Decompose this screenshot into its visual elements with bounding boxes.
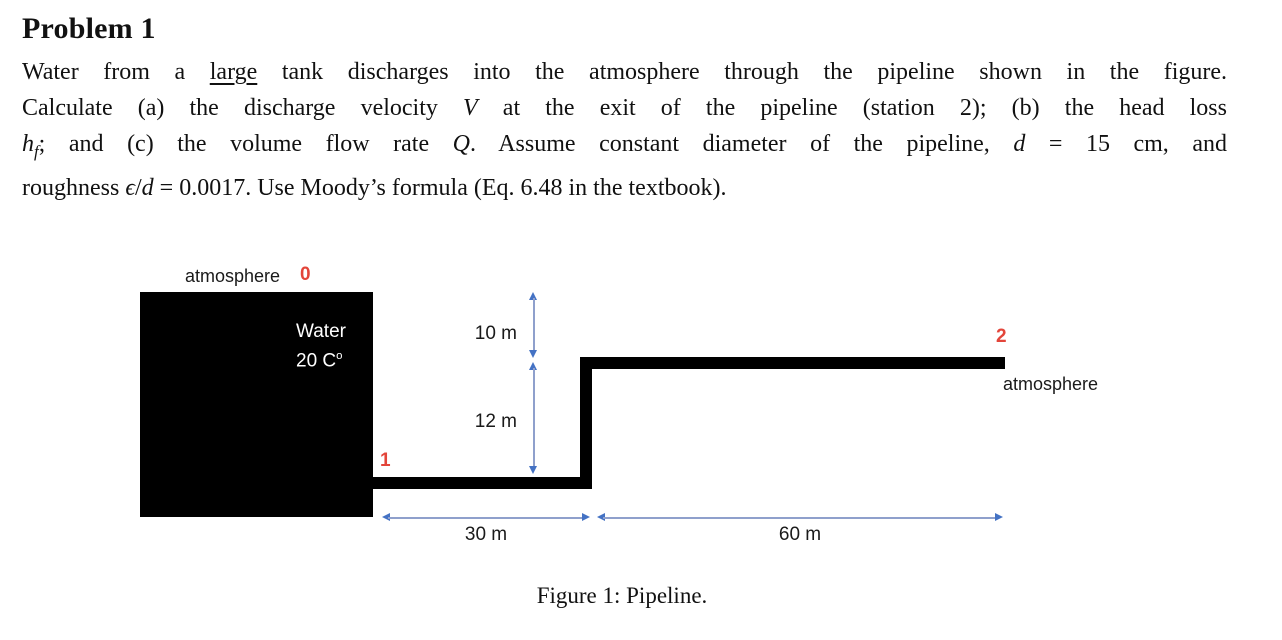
arrowhead-right-icon [582,513,590,521]
arrowhead-down-icon [529,350,537,358]
problem-line: Water from a large tank discharges into … [22,59,1227,85]
problem-statement: Problem 1 Water from a large tank discha… [22,12,1227,206]
water-temperature-label: 20 Co [296,350,343,372]
arrowhead-up-icon [529,362,537,370]
exit-atmosphere-label: atmosphere [1003,374,1099,394]
problem-line: hf; and (c) the volume flow rate Q. Assu… [22,131,1227,161]
figure-caption: Figure 1: Pipeline. [536,583,708,608]
problem-line: roughness ϵ/d = 0.0017. Use Moody’s form… [22,174,727,201]
pipe-vertical-riser [580,357,592,489]
dimension-label-12m: 12 m [474,411,517,432]
pipe-lower-horizontal [373,477,592,489]
dimension-line [603,516,997,519]
dimension-arrow-30m [382,513,590,522]
dimension-line [388,516,584,519]
arrowhead-left-icon [382,513,390,521]
problem-line: Calculate (a) the discharge velocity V a… [22,95,1227,121]
dimension-label-60m: 60 m [778,524,822,545]
dimension-arrow-12m [529,362,538,474]
problem-title: Problem 1 [22,12,156,45]
water-tank [140,292,373,517]
dimension-line [532,298,535,352]
tank-atmosphere-label: atmosphere [185,266,281,286]
arrowhead-left-icon [597,513,605,521]
arrowhead-right-icon [995,513,1003,521]
dimension-label-30m: 30 m [464,524,508,545]
station-2-label: 2 [996,326,1007,347]
dimension-label-10m: 10 m [474,323,517,344]
water-label: Water [296,321,346,342]
pipe-upper-horizontal [580,357,1005,369]
station-1-label: 1 [380,450,391,471]
arrowhead-up-icon [529,292,537,300]
dimension-arrow-60m [597,513,1003,522]
water-tank-label: Water 20 Co [296,320,346,373]
dimension-line [532,368,535,468]
station-0-label: 0 [300,264,311,285]
dimension-arrow-10m [529,292,538,358]
arrowhead-down-icon [529,466,537,474]
